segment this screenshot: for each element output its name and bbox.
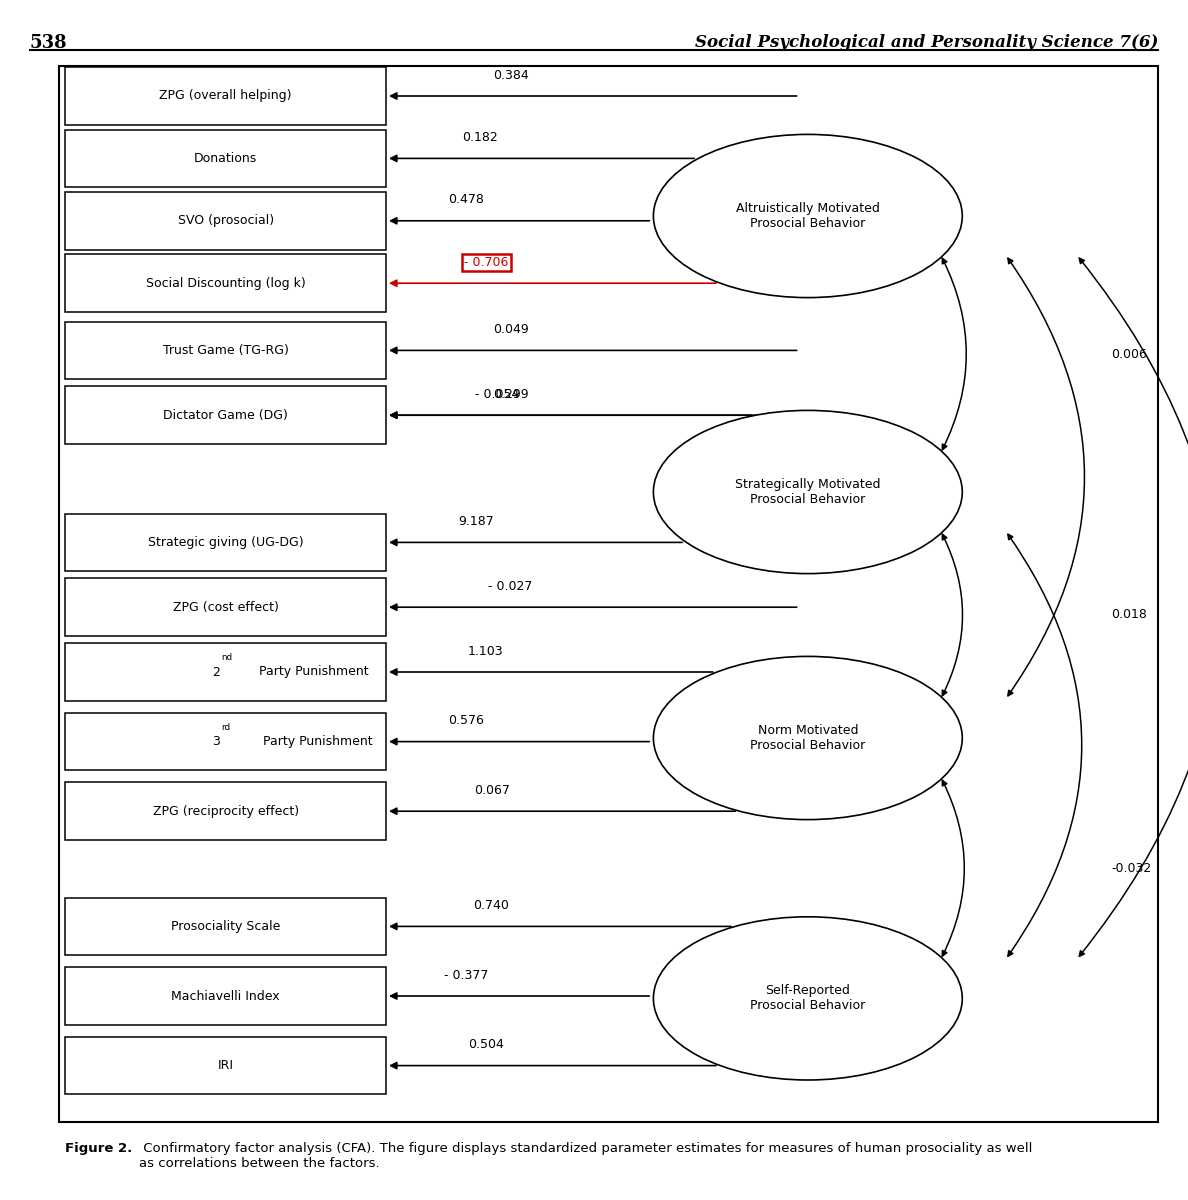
Text: Prosociality Scale: Prosociality Scale	[171, 920, 280, 932]
FancyArrowPatch shape	[1079, 258, 1188, 956]
Text: Altruistically Motivated
Prosocial Behavior: Altruistically Motivated Prosocial Behav…	[735, 202, 880, 230]
Text: rd: rd	[221, 722, 230, 732]
Text: 1.103: 1.103	[468, 644, 504, 658]
Bar	[65, 386, 386, 444]
Bar	[65, 578, 386, 636]
Text: 0.384: 0.384	[493, 68, 529, 82]
Text: Norm Motivated
Prosocial Behavior: Norm Motivated Prosocial Behavior	[750, 724, 866, 752]
Ellipse shape	[653, 410, 962, 574]
Bar	[65, 967, 386, 1025]
Text: 0.740: 0.740	[473, 899, 508, 912]
Text: Social Discounting (log k): Social Discounting (log k)	[146, 277, 305, 289]
Bar	[65, 782, 386, 840]
Bar	[65, 130, 386, 187]
Text: 0.067: 0.067	[474, 784, 510, 797]
Bar	[59, 66, 1158, 1122]
Text: 2: 2	[211, 666, 220, 678]
Bar	[65, 713, 386, 770]
Text: Figure 2.: Figure 2.	[65, 1142, 133, 1156]
Text: Strategic giving (UG-DG): Strategic giving (UG-DG)	[148, 536, 303, 548]
Bar	[65, 898, 386, 955]
Text: ZPG (reciprocity effect): ZPG (reciprocity effect)	[152, 805, 299, 817]
Text: Party Punishment: Party Punishment	[255, 666, 369, 678]
Text: Confirmatory factor analysis (CFA). The figure displays standardized parameter e: Confirmatory factor analysis (CFA). The …	[139, 1142, 1032, 1170]
Text: SVO (prosocial): SVO (prosocial)	[178, 215, 273, 227]
Bar	[65, 1037, 386, 1094]
Text: Self-Reported
Prosocial Behavior: Self-Reported Prosocial Behavior	[750, 984, 866, 1013]
Ellipse shape	[653, 134, 962, 298]
Ellipse shape	[653, 656, 962, 820]
Text: 0.299: 0.299	[493, 388, 529, 401]
Text: Strategically Motivated
Prosocial Behavior: Strategically Motivated Prosocial Behavi…	[735, 478, 880, 506]
FancyArrowPatch shape	[1007, 534, 1082, 956]
Bar	[65, 643, 386, 701]
Text: Machiavelli Index: Machiavelli Index	[171, 990, 280, 1002]
FancyArrowPatch shape	[942, 780, 965, 956]
Text: 0.006: 0.006	[1111, 348, 1146, 360]
Text: Dictator Game (DG): Dictator Game (DG)	[163, 409, 289, 421]
Text: -0.032: -0.032	[1111, 862, 1151, 875]
Text: IRI: IRI	[217, 1060, 234, 1072]
Text: 0.576: 0.576	[448, 714, 485, 727]
Text: 9.187: 9.187	[459, 515, 494, 528]
Bar	[65, 322, 386, 379]
Text: 0.182: 0.182	[462, 131, 498, 144]
Bar	[65, 254, 386, 312]
Text: 0.478: 0.478	[448, 193, 485, 206]
Text: Party Punishment: Party Punishment	[255, 736, 373, 748]
FancyArrowPatch shape	[1007, 258, 1085, 696]
Text: - 0.027: - 0.027	[488, 580, 532, 593]
Text: Social Psychological and Personality Science 7(6): Social Psychological and Personality Sci…	[695, 34, 1158, 50]
Text: - 0.377: - 0.377	[444, 968, 488, 982]
Text: nd: nd	[221, 653, 232, 662]
Bar	[65, 67, 386, 125]
FancyArrowPatch shape	[942, 258, 966, 450]
Text: 0.018: 0.018	[1111, 608, 1146, 622]
FancyArrowPatch shape	[942, 534, 962, 696]
Text: 0.504: 0.504	[468, 1038, 504, 1051]
Text: ZPG (cost effect): ZPG (cost effect)	[172, 601, 279, 613]
Text: 3: 3	[211, 736, 220, 748]
Ellipse shape	[653, 917, 962, 1080]
Text: Donations: Donations	[194, 152, 258, 164]
Text: - 0.706: - 0.706	[465, 256, 508, 269]
Text: ZPG (overall helping): ZPG (overall helping)	[159, 90, 292, 102]
Bar	[65, 514, 386, 571]
Bar	[65, 192, 386, 250]
Text: 538: 538	[30, 34, 68, 52]
Text: 0.049: 0.049	[493, 323, 529, 336]
Text: - 0.054: - 0.054	[475, 388, 519, 401]
Text: Trust Game (TG-RG): Trust Game (TG-RG)	[163, 344, 289, 356]
